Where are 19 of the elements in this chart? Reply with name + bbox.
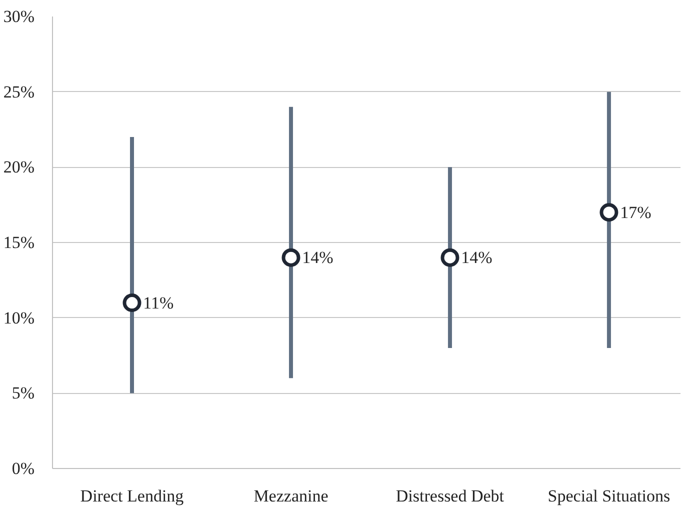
data-label: 14% [302,248,334,268]
x-tick-label: Special Situations [548,486,670,506]
data-label: 11% [143,293,174,312]
y-tick-label: 30% [3,7,35,26]
data-label: 17% [620,202,652,222]
y-tick-label: 20% [3,158,35,177]
point [122,294,142,312]
y-tick-label: 0% [12,459,35,478]
y-tick-label: 15% [3,233,35,252]
point [600,203,618,222]
x-tick-label: Mezzanine [254,486,328,506]
point [282,248,300,267]
y-tick-label: 10% [3,308,35,328]
x-tick-label: Direct Lending [80,486,184,506]
y-tick-label: 25% [3,82,35,102]
y-tick-label: 5% [12,384,35,403]
data-label: 14% [461,248,492,268]
x-tick-label: Distressed Debt [396,486,504,506]
point [440,248,460,267]
